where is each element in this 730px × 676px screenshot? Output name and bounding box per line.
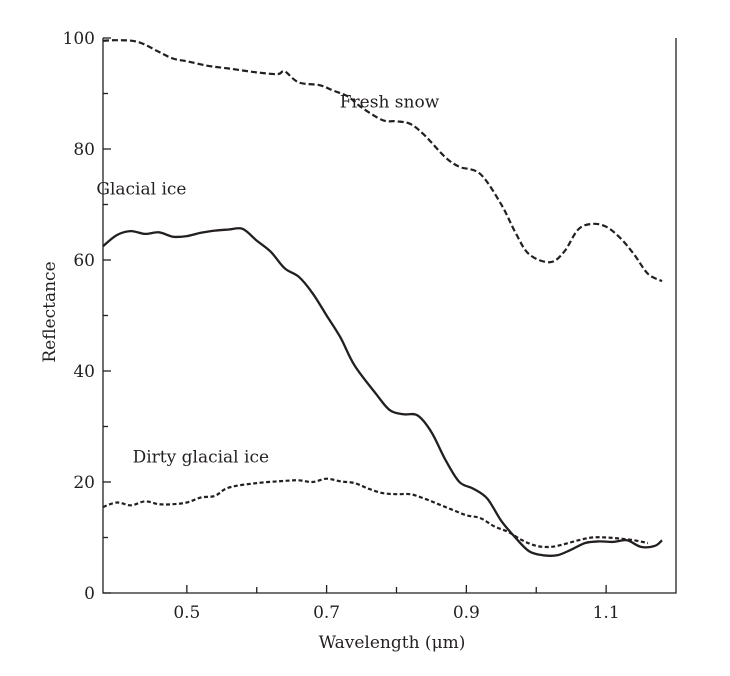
y-axis-title: Reflectance <box>40 261 60 362</box>
y-tick-label: 80 <box>73 140 95 160</box>
series-label-fresh-snow: Fresh snow <box>340 92 440 112</box>
series-line-dirty-glacial-ice <box>102 477 649 549</box>
x-axis-title: Wavelength (μm) <box>319 633 466 653</box>
series-layer <box>102 39 663 558</box>
axes: 0 20 40 60 80 100 0.5 0.7 0.9 1.1 <box>63 29 677 623</box>
y-tick-label: 100 <box>63 29 95 49</box>
series-label-dirty-glacial-ice: Dirty glacial ice <box>133 448 269 468</box>
x-tick-label: 0.5 <box>173 603 200 623</box>
y-tick-label: 20 <box>73 473 95 493</box>
series-line-glacial-ice <box>102 227 663 558</box>
x-tick-label: 0.9 <box>453 603 480 623</box>
y-tick-label: 0 <box>84 584 95 604</box>
y-tick-label: 40 <box>73 362 95 382</box>
y-tick-label: 60 <box>73 251 95 271</box>
series-line-fresh-snow <box>102 39 663 283</box>
x-tick-label: 1.1 <box>593 603 620 623</box>
labels-layer: Fresh snow Glacial ice Dirty glacial ice <box>96 92 439 467</box>
series-label-glacial-ice: Glacial ice <box>96 180 186 200</box>
x-tick-label: 0.7 <box>313 603 340 623</box>
